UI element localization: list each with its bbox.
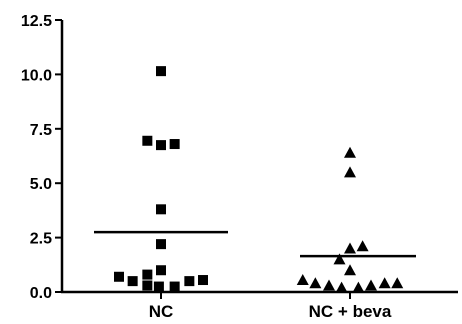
y-tick-label: 0.0: [30, 285, 52, 302]
y-tick-label: 12.5: [21, 13, 52, 30]
data-point-square: [114, 271, 124, 282]
x-axis-categories: NC NC + beva: [149, 292, 392, 321]
data-point-square: [142, 280, 153, 291]
data-point-triangle: [344, 264, 356, 276]
data-point-triangle: [309, 277, 322, 289]
mean-lines: [94, 230, 416, 258]
axes: [60, 20, 458, 294]
data-point-square: [153, 281, 164, 292]
data-point-square: [156, 239, 166, 250]
data-point-triangle: [296, 274, 309, 286]
y-axis-ticks: 0.0 2.5 5.0 7.5 10.0 12.5: [21, 13, 62, 302]
data-point-square: [169, 139, 180, 150]
x-category-label: NC + beva: [309, 302, 392, 321]
data-point-triangle: [352, 281, 365, 293]
data-point-square: [198, 275, 208, 286]
data-point-square: [142, 135, 153, 146]
y-tick-label: 2.5: [30, 231, 52, 248]
x-category-label: NC: [149, 302, 174, 321]
data-point-triangle: [378, 277, 391, 289]
data-point-triangle: [344, 146, 356, 158]
data-point-square: [127, 276, 138, 287]
data-point-triangle: [344, 242, 356, 254]
data-point-triangle: [365, 279, 377, 291]
data-point-square: [169, 281, 180, 292]
data-point-triangle: [391, 277, 404, 289]
data-point-square: [142, 269, 153, 280]
y-tick-label: 7.5: [30, 122, 52, 139]
data-point-triangle: [344, 166, 356, 178]
data-point-square: [184, 276, 195, 287]
data-point-square: [156, 265, 166, 276]
y-tick-label: 5.0: [30, 176, 52, 193]
data-point-square: [156, 140, 166, 151]
data-point-triangle: [333, 253, 346, 265]
data-point-triangle: [335, 281, 348, 293]
data-point-triangle: [323, 279, 335, 291]
data-points: [114, 66, 404, 293]
data-point-square: [156, 204, 166, 215]
y-tick-label: 10.0: [21, 67, 52, 84]
data-point-square: [156, 66, 166, 77]
data-point-triangle: [356, 240, 369, 252]
